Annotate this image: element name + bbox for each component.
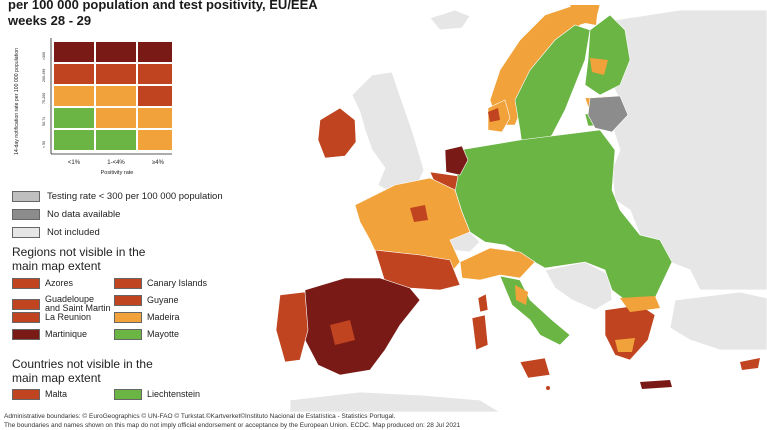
no-data-swatch	[12, 209, 40, 220]
region-legend-item: Guyane	[114, 295, 179, 306]
region-label: Azores	[45, 278, 74, 288]
legend-testing-rate: Testing rate < 300 per 100 000 populatio…	[12, 191, 223, 202]
iceland	[429, 9, 471, 31]
region-swatch	[114, 295, 142, 306]
italy-north	[459, 247, 536, 281]
footer-line-1: Administrative boundaries: © EuroGeograp…	[4, 413, 396, 420]
country-label: Malta	[45, 389, 68, 399]
finland-region	[584, 14, 631, 96]
footer-line-2: The boundaries and names shown on this m…	[4, 422, 461, 429]
matrix-cell	[54, 86, 94, 106]
matrix-col-label: ≥4%	[152, 160, 165, 166]
regions-heading: Regions not visible in the main map exte…	[12, 245, 146, 273]
region-swatch	[12, 278, 40, 289]
legend-no-data: No data available	[12, 209, 120, 220]
matrix-y-axis-label: 14-day notification rate per 100 000 pop…	[14, 48, 20, 155]
matrix-cell	[138, 42, 172, 62]
matrix-col-label: 1-<4%	[107, 160, 125, 166]
matrix-cell	[96, 86, 136, 106]
balkans	[544, 261, 613, 311]
matrix-cell	[138, 130, 172, 150]
ireland	[317, 107, 357, 159]
legend-not-included: Not included	[12, 227, 100, 238]
region-legend-item: La Reunion	[12, 312, 91, 323]
region-label: Madeira	[147, 312, 180, 322]
region-legend-item: Mayotte	[114, 329, 179, 340]
turkey	[669, 291, 767, 351]
matrix-cell	[54, 64, 94, 84]
legend-matrix: >300 200-499 75-200 50-74 < 50 <1% 1-<4% ≥4% Pos…	[14, 38, 172, 176]
matrix-row-label: 75-200	[42, 93, 46, 104]
no-data-label: No data available	[47, 209, 121, 220]
matrix-row-label: >300	[42, 52, 46, 60]
matrix-cell	[54, 108, 94, 128]
matrix-cell	[54, 42, 94, 62]
country-legend-item: Malta	[12, 389, 67, 400]
region-label: Guyane	[147, 295, 179, 305]
sardinia	[471, 314, 489, 351]
region-legend-item: Guadeloupe and Saint Martin	[12, 295, 111, 313]
matrix-axes	[50, 38, 172, 155]
region-label: La Reunion	[45, 312, 92, 322]
sicily	[519, 357, 551, 379]
matrix-cell	[96, 130, 136, 150]
corsica	[477, 293, 489, 313]
region-swatch	[12, 312, 40, 323]
north-africa	[289, 391, 502, 413]
region-swatch	[114, 329, 142, 340]
region-legend-item: Azores	[12, 278, 73, 289]
title-line-1: per 100 000 population and test positivi…	[8, 0, 318, 12]
region-swatch	[114, 312, 142, 323]
region-label: Mayotte	[147, 329, 180, 339]
matrix-cell	[96, 42, 136, 62]
matrix-cell	[138, 86, 172, 106]
matrix-cell	[96, 108, 136, 128]
region-swatch	[114, 278, 142, 289]
matrix-row-label: 50-74	[42, 117, 46, 126]
matrix-cell	[138, 64, 172, 84]
matrix-col-label: <1%	[68, 160, 81, 166]
region-label: Martinique	[45, 329, 88, 339]
matrix-cell	[54, 130, 94, 150]
not-included-areas	[289, 9, 767, 413]
netherlands	[444, 145, 469, 176]
country-label: Liechtenstein	[147, 389, 201, 399]
matrix-cell	[96, 64, 136, 84]
testing-rate-swatch	[12, 191, 40, 202]
map-title: per 100 000 population and test positivi…	[8, 0, 468, 29]
lithuania-grey	[587, 95, 629, 133]
testing-rate-label: Testing rate < 300 per 100 000 populatio…	[47, 191, 223, 202]
footer-notes: Administrative boundaries: © EuroGeograp…	[4, 412, 704, 430]
region-legend-item: Madeira	[114, 312, 180, 323]
crete	[640, 380, 672, 389]
region-swatch	[12, 298, 40, 310]
title-line-2: weeks 28 - 29	[8, 13, 92, 28]
region-legend-item: Canary Islands	[114, 278, 207, 289]
region-label: Canary Islands	[147, 278, 208, 288]
great-britain	[351, 71, 425, 196]
spain	[304, 277, 421, 376]
region-legend-item: Martinique	[12, 329, 87, 340]
matrix-cell	[138, 108, 172, 128]
portugal	[275, 291, 309, 363]
not-included-swatch	[12, 227, 40, 238]
region-swatch	[12, 329, 40, 340]
countries-heading: Countries not visible in the main map ex…	[12, 357, 153, 385]
not-included-label: Not included	[47, 227, 100, 238]
matrix-row-label: 200-499	[42, 69, 46, 82]
country-legend-item: Liechtenstein	[114, 389, 200, 400]
country-swatch	[12, 389, 40, 400]
region-label: Guadeloupe and Saint Martin	[45, 294, 111, 313]
cyprus	[740, 358, 760, 370]
matrix-x-axis-label: Positivity rate	[101, 170, 134, 176]
matrix-row-label: < 50	[42, 141, 46, 148]
country-swatch	[114, 389, 142, 400]
